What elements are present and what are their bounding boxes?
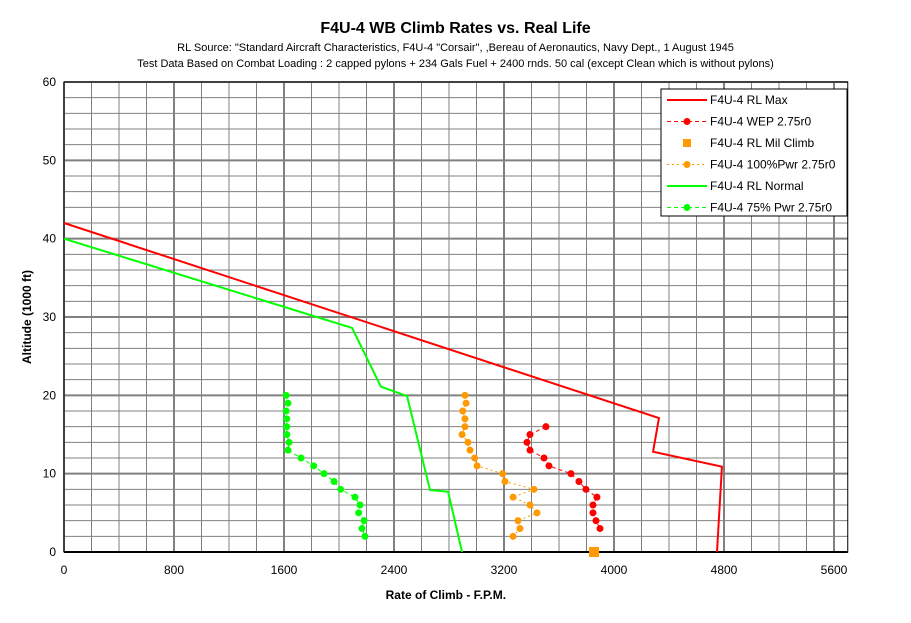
data-point — [356, 501, 364, 509]
x-axis-label: Rate of Climb - F.P.M. — [386, 588, 506, 602]
y-tick-label: 20 — [43, 388, 57, 402]
x-tick-label: 4800 — [711, 563, 738, 577]
legend-label: F4U-4 WEP 2.75r0 — [710, 115, 811, 129]
data-point — [593, 493, 601, 501]
series-0 — [63, 222, 723, 553]
data-point — [351, 493, 359, 501]
data-point — [355, 509, 363, 517]
legend-label: F4U-4 RL Mil Climb — [710, 136, 815, 150]
data-point — [526, 501, 534, 509]
x-tick-label: 2400 — [381, 563, 408, 577]
legend-marker — [683, 161, 691, 168]
data-point — [458, 431, 466, 438]
legend-marker — [683, 139, 691, 147]
data-point — [285, 438, 293, 446]
data-point — [283, 423, 291, 431]
data-point — [473, 462, 481, 470]
data-point — [533, 509, 541, 517]
series-1 — [523, 423, 604, 532]
y-tick-label: 60 — [43, 75, 57, 89]
data-point — [459, 407, 467, 415]
legend-label: F4U-4 75% Pwr 2.75r0 — [710, 201, 832, 215]
data-point — [466, 446, 474, 454]
data-point — [516, 525, 524, 532]
y-tick-label: 10 — [43, 467, 57, 481]
legend-label: F4U-4 RL Normal — [710, 179, 804, 193]
legend-marker — [683, 204, 691, 211]
data-point — [526, 431, 534, 438]
y-tick-label: 30 — [43, 310, 57, 324]
data-point — [461, 391, 469, 399]
data-point — [499, 470, 507, 478]
chart-subtitle-1: RL Source: "Standard Aircraft Characteri… — [177, 42, 734, 54]
data-point — [592, 517, 600, 525]
data-point — [320, 470, 328, 478]
chart-subtitle-2: Test Data Based on Combat Loading : 2 ca… — [137, 58, 774, 70]
data-point — [297, 454, 305, 462]
data-point — [337, 485, 345, 493]
x-tick-label: 800 — [164, 563, 184, 577]
legend-label: F4U-4 RL Max — [710, 93, 788, 107]
data-point — [523, 438, 531, 446]
series-2 — [589, 547, 600, 557]
data-point — [589, 509, 597, 517]
data-point — [596, 525, 604, 532]
series-line — [63, 237, 464, 553]
x-tick-label: 4000 — [601, 563, 628, 577]
x-tick-label: 3200 — [491, 563, 518, 577]
legend-label: F4U-4 100%Pwr 2.75r0 — [710, 158, 836, 172]
legend-box — [660, 88, 848, 217]
y-tick-label: 0 — [49, 545, 56, 559]
data-point — [509, 493, 517, 501]
series-3 — [458, 391, 541, 540]
data-point — [284, 446, 292, 454]
data-point — [471, 454, 479, 462]
x-tick-label: 0 — [61, 563, 68, 577]
data-point — [462, 399, 470, 407]
data-point — [283, 415, 291, 423]
data-point — [283, 431, 291, 438]
data-point — [514, 517, 522, 525]
legend-marker — [683, 118, 691, 125]
data-point — [284, 399, 292, 407]
data-point — [589, 547, 600, 557]
data-point — [530, 485, 538, 493]
data-point — [582, 485, 590, 493]
y-tick-label: 40 — [43, 232, 57, 246]
data-point — [464, 438, 472, 446]
data-point — [567, 470, 575, 478]
data-point — [501, 478, 509, 485]
data-point — [542, 423, 550, 431]
y-axis-label: Altitude (1000 ft) — [20, 270, 34, 364]
series-5 — [282, 391, 369, 540]
data-point — [282, 407, 290, 415]
legend: F4U-4 RL Max F4U-4 WEP 2.75r0 F4U-4 RL Mil… — [660, 88, 848, 217]
data-point — [540, 454, 548, 462]
data-point — [330, 478, 338, 485]
data-point — [310, 462, 318, 470]
series-line — [63, 222, 723, 553]
data-point — [589, 501, 597, 509]
data-point — [360, 517, 368, 525]
chart-title: F4U-4 WB Climb Rates vs. Real Life — [320, 20, 591, 37]
data-point — [575, 478, 583, 485]
x-tick-label: 1600 — [271, 563, 298, 577]
data-point — [509, 532, 517, 540]
data-point — [361, 532, 369, 540]
data-point — [545, 462, 553, 470]
data-point — [358, 525, 366, 532]
data-point — [526, 446, 534, 454]
data-point — [461, 415, 469, 423]
series-4 — [63, 237, 464, 553]
y-tick-label: 50 — [43, 153, 57, 167]
x-tick-label: 5600 — [821, 563, 848, 577]
data-point — [461, 423, 469, 431]
data-point — [282, 391, 290, 399]
